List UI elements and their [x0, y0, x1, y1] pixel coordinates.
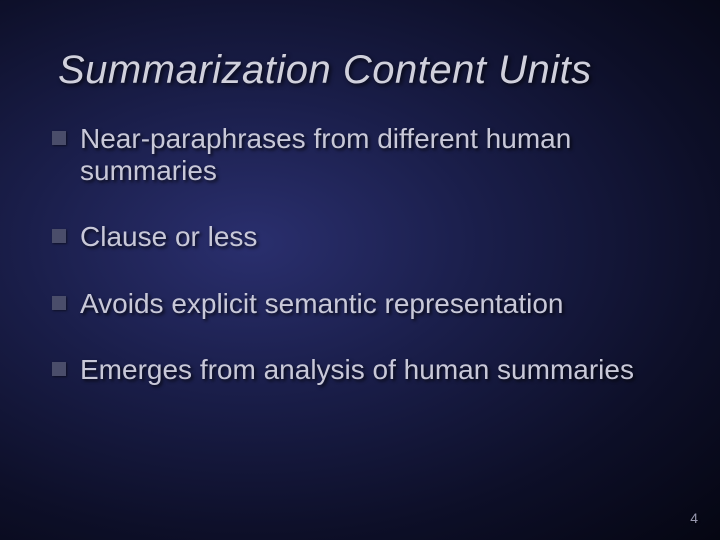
page-number: 4 [690, 510, 698, 526]
slide-container: Summarization Content Units Near-paraphr… [0, 0, 720, 540]
bullet-item: Avoids explicit semantic representation [52, 288, 690, 320]
square-bullet-icon [52, 229, 66, 243]
bullet-item: Emerges from analysis of human summaries [52, 354, 690, 386]
bullet-text: Emerges from analysis of human summaries [80, 354, 634, 386]
bullet-text: Near-paraphrases from different human su… [80, 123, 690, 187]
bullet-text: Avoids explicit semantic representation [80, 288, 564, 320]
bullet-list: Near-paraphrases from different human su… [0, 93, 720, 386]
bullet-item: Clause or less [52, 221, 690, 253]
bullet-text: Clause or less [80, 221, 257, 253]
bullet-item: Near-paraphrases from different human su… [52, 123, 690, 187]
slide-title: Summarization Content Units [0, 0, 720, 93]
square-bullet-icon [52, 131, 66, 145]
square-bullet-icon [52, 296, 66, 310]
square-bullet-icon [52, 362, 66, 376]
